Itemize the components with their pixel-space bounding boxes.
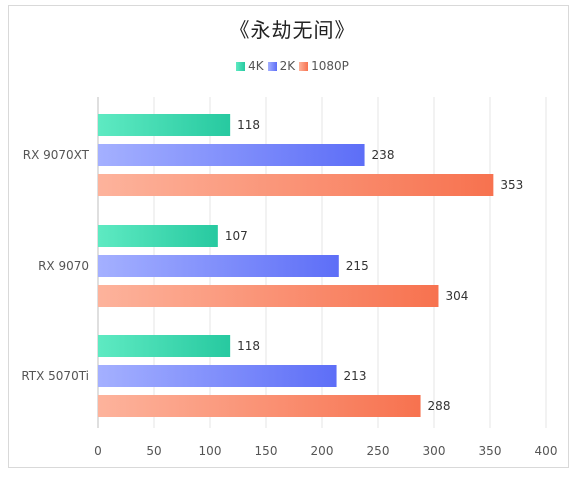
bar-2k [98, 255, 339, 277]
chart-title: 《永劫无间》 [229, 18, 356, 42]
bar-4k [98, 225, 218, 247]
legend-swatch [236, 62, 246, 71]
category-label: RX 9070 [38, 259, 89, 273]
legend-label: 2K [279, 59, 296, 73]
x-tick-label: 300 [423, 444, 446, 458]
bar-2k [98, 144, 365, 166]
data-label: 304 [445, 289, 468, 303]
legend-item-0: 4K [236, 59, 264, 73]
legend-item-1: 2K [267, 59, 296, 73]
data-label: 213 [344, 369, 367, 383]
chart-legend: 4K 2K 1080P [0, 59, 585, 73]
legend-item-2: 1080P [299, 59, 349, 73]
category-label: RX 9070XT [23, 148, 90, 162]
legend-swatch [267, 62, 277, 71]
bar-2k [98, 365, 337, 387]
x-tick-label: 150 [255, 444, 278, 458]
legend-swatch [299, 62, 309, 71]
x-tick-label: 100 [199, 444, 222, 458]
data-label: 238 [372, 148, 395, 162]
bar-4k [98, 335, 231, 357]
bar-4k [98, 114, 231, 136]
data-label: 353 [500, 178, 523, 192]
x-tick-label: 250 [367, 444, 390, 458]
legend-label: 4K [248, 59, 264, 73]
data-label: 118 [237, 339, 260, 353]
bar-1080p [98, 285, 439, 307]
x-tick-label: 400 [535, 444, 558, 458]
data-label: 118 [237, 118, 260, 132]
legend-label: 1080P [311, 59, 349, 73]
data-label: 107 [225, 229, 248, 243]
data-label: 215 [346, 259, 369, 273]
x-tick-label: 50 [146, 444, 161, 458]
x-tick-label: 0 [94, 444, 102, 458]
x-tick-label: 200 [311, 444, 334, 458]
bar-1080p [98, 395, 421, 417]
category-label: RTX 5070Ti [21, 369, 89, 383]
data-label: 288 [428, 399, 451, 413]
bar-1080p [98, 174, 494, 196]
x-tick-label: 350 [479, 444, 502, 458]
